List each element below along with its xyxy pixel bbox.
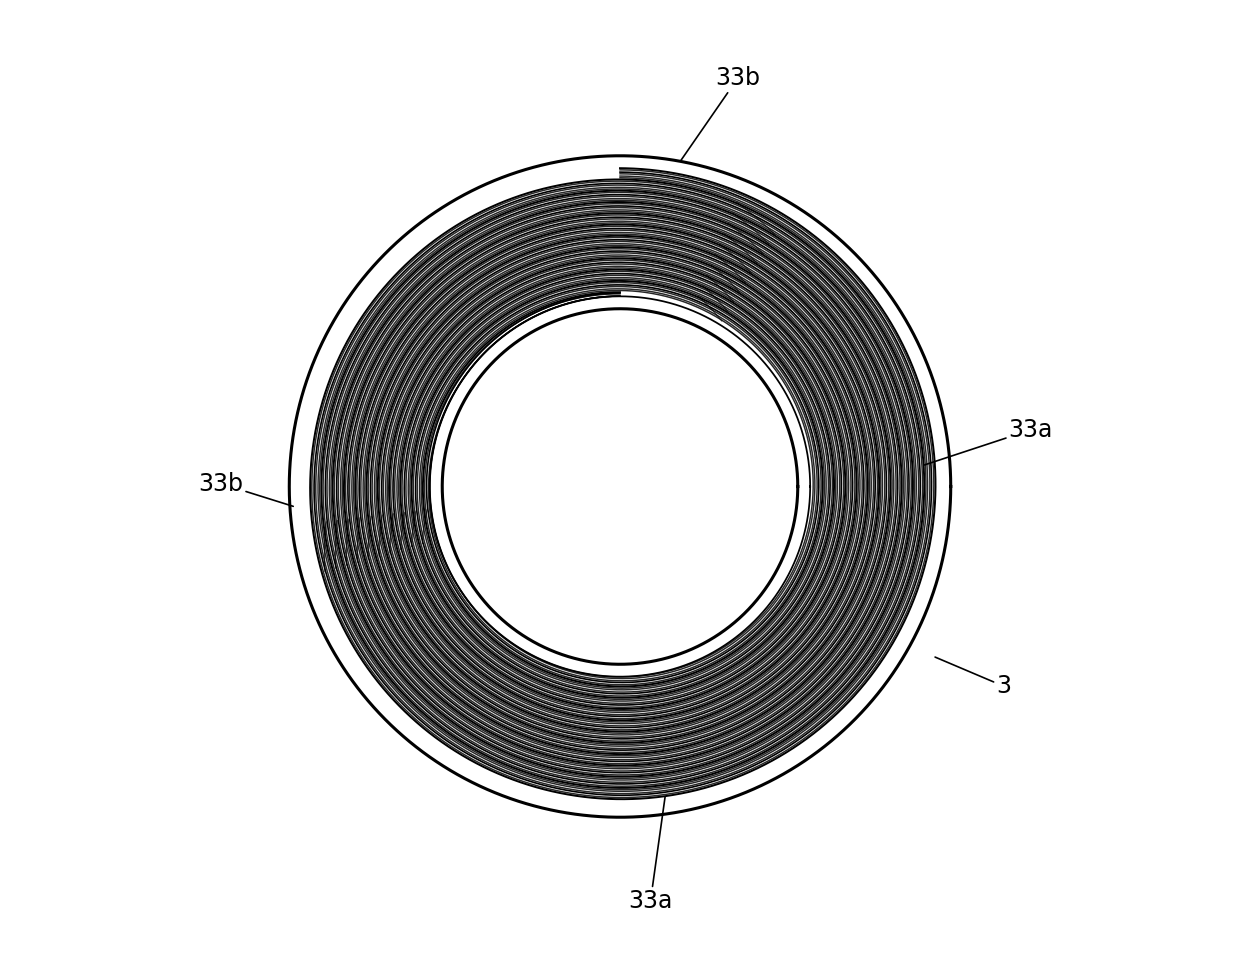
Text: 33b: 33b (198, 472, 293, 506)
Text: 3: 3 (935, 657, 1011, 699)
Text: 33a: 33a (629, 797, 672, 914)
Text: 33a: 33a (925, 417, 1053, 465)
Text: 33b: 33b (681, 66, 760, 161)
